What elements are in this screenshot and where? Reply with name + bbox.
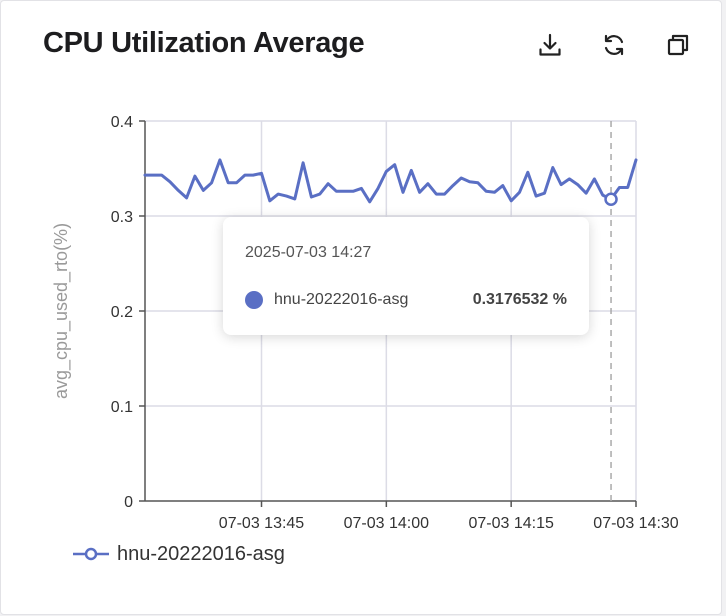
y-tick-label: 0.3 xyxy=(111,209,133,226)
highlight-layer xyxy=(604,121,618,501)
x-tick-label: 07-03 14:30 xyxy=(593,515,679,532)
legend-label: hnu-20222016-asg xyxy=(117,542,285,565)
legend-item[interactable]: hnu-20222016-asg xyxy=(73,539,285,569)
x-tick-label: 07-03 13:45 xyxy=(219,515,305,532)
tooltip-series-dot xyxy=(245,291,263,309)
refresh-icon[interactable] xyxy=(600,31,628,59)
copy-icon[interactable] xyxy=(664,31,692,59)
y-tick-label: 0.2 xyxy=(111,304,133,321)
tooltip-time: 2025-07-03 14:27 xyxy=(245,244,372,261)
x-tick-label: 07-03 14:00 xyxy=(344,515,430,532)
x-tick-label: 07-03 14:15 xyxy=(468,515,554,532)
page-title: CPU Utilization Average xyxy=(43,27,365,59)
legend-marker xyxy=(73,547,109,561)
tooltip-value: 0.3176532 % xyxy=(472,291,567,308)
axes: 0 0.1 0.2 0.3 0.4 07-03 13:45 07-03 14:00 07-03… xyxy=(111,114,679,532)
download-icon[interactable] xyxy=(536,31,564,59)
series-line xyxy=(143,158,638,204)
y-axis-label: avg_cpu_used_rto(%) xyxy=(51,223,72,399)
y-tick-label: 0.4 xyxy=(111,114,133,131)
highlight-point xyxy=(604,192,618,206)
tooltip: 2025-07-03 14:27 hnu-20222016-asg 0.3176… xyxy=(223,217,589,335)
tooltip-series-name: hnu-20222016-asg xyxy=(274,291,409,308)
y-tick-label: 0 xyxy=(124,494,133,511)
series-lines xyxy=(143,158,638,204)
y-tick-label: 0.1 xyxy=(111,399,133,416)
